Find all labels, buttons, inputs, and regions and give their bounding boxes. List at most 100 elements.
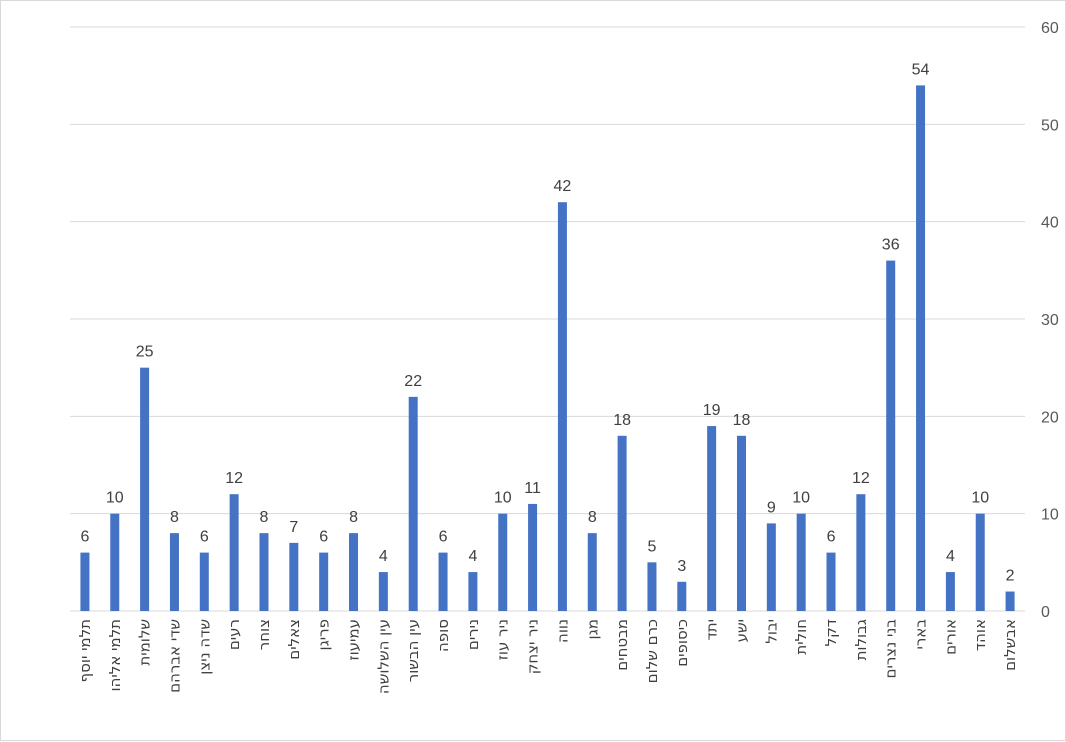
- data-label: 4: [379, 548, 388, 565]
- bar: [110, 513, 120, 611]
- data-label: 22: [404, 373, 422, 390]
- data-label: 8: [170, 509, 179, 526]
- category-label: ניר יצחק: [524, 619, 542, 674]
- data-label: 11: [524, 480, 541, 497]
- data-label: 3: [677, 558, 686, 575]
- bar: [916, 85, 926, 611]
- category-label: אבשלום: [1001, 619, 1019, 671]
- bar: [528, 503, 538, 611]
- category-label: דקל: [822, 619, 840, 646]
- bar: [707, 426, 717, 611]
- bar: [438, 552, 448, 611]
- y-tick-label: 60: [1041, 20, 1059, 37]
- category-label: נירים: [464, 619, 482, 650]
- bar: [587, 533, 597, 611]
- data-label: 12: [225, 470, 243, 487]
- data-label: 10: [792, 490, 810, 507]
- category-label: בני נצרים: [882, 619, 900, 679]
- category-label: כרם שלום: [643, 619, 661, 683]
- category-label: עין השלושה: [374, 619, 392, 694]
- category-label: כיסופים: [673, 619, 691, 667]
- category-label: מבטחים: [613, 619, 631, 671]
- category-label: יבול: [762, 619, 780, 644]
- y-tick-label: 10: [1041, 507, 1059, 524]
- category-label: שדה ניצן: [195, 619, 213, 675]
- category-label: גבולות: [852, 619, 870, 660]
- y-tick-label: 20: [1041, 409, 1059, 426]
- bar: [647, 562, 657, 611]
- data-label: 7: [289, 519, 298, 536]
- data-label: 6: [439, 529, 448, 546]
- y-tick-label: 30: [1041, 312, 1059, 329]
- data-label: 2: [1006, 568, 1015, 585]
- data-labels: 6102586128768422641011428185319189106123…: [80, 61, 1014, 584]
- bar: [259, 533, 269, 611]
- y-tick-label: 0: [1041, 604, 1050, 621]
- data-label: 8: [349, 509, 358, 526]
- category-label: אורים: [941, 619, 959, 655]
- bar: [199, 552, 209, 611]
- category-label: שלומית: [136, 619, 154, 666]
- data-label: 10: [106, 490, 124, 507]
- data-label: 9: [767, 499, 776, 516]
- category-label: תלמי יוסף: [76, 619, 94, 682]
- category-label: חולית: [792, 619, 810, 655]
- bar: [140, 367, 150, 611]
- data-label: 6: [827, 529, 836, 546]
- bars: [80, 85, 1015, 611]
- bar: [736, 435, 746, 611]
- data-label: 8: [260, 509, 269, 526]
- bar: [796, 513, 806, 611]
- data-label: 4: [468, 548, 477, 565]
- category-label: עמיעוז: [345, 619, 363, 661]
- data-label: 6: [200, 529, 209, 546]
- category-label: יתד: [703, 619, 721, 640]
- data-label: 19: [703, 402, 721, 419]
- y-tick-label: 40: [1041, 215, 1059, 232]
- data-label: 42: [554, 178, 572, 195]
- data-label: 4: [946, 548, 955, 565]
- bar: [677, 581, 687, 611]
- category-label: סופה: [434, 619, 452, 652]
- bar: [498, 513, 508, 611]
- bar: [349, 533, 359, 611]
- bar: [468, 572, 478, 611]
- data-label: 36: [882, 237, 900, 254]
- bar: [975, 513, 985, 611]
- category-label: צוחר: [255, 619, 273, 650]
- bar: [826, 552, 836, 611]
- bar: [408, 396, 418, 611]
- bar: [378, 572, 388, 611]
- category-label: מגן: [583, 619, 601, 639]
- bar: [229, 494, 239, 611]
- category-label: עין הבשור: [404, 619, 422, 682]
- category-label: אוהד: [971, 619, 989, 651]
- bar: [856, 494, 866, 611]
- y-tick-label: 50: [1041, 117, 1059, 134]
- bar: [617, 435, 627, 611]
- category-label: נווה: [553, 619, 571, 643]
- category-label: בארי: [912, 619, 930, 650]
- data-label: 18: [733, 412, 751, 429]
- category-label: צאלים: [285, 619, 303, 660]
- data-label: 10: [971, 490, 989, 507]
- data-label: 8: [588, 509, 597, 526]
- category-label: רעים: [225, 619, 243, 650]
- data-label: 6: [319, 529, 328, 546]
- category-labels: תלמי יוסף תלמי אליהו שלומית שדי אברהם שדה ני…: [76, 619, 1019, 694]
- bar: [319, 552, 329, 611]
- bar: [169, 533, 179, 611]
- category-label: ניר עוז: [494, 619, 512, 660]
- bar: [945, 572, 955, 611]
- data-label: 6: [80, 529, 89, 546]
- category-label: פריגן: [315, 619, 333, 650]
- bar: [886, 260, 896, 611]
- category-label: שדי אברהם: [165, 619, 183, 693]
- data-label: 10: [494, 490, 512, 507]
- bar: [1005, 591, 1015, 611]
- bar: [289, 542, 299, 611]
- gridlines: [70, 26, 1025, 612]
- data-label: 54: [912, 61, 930, 78]
